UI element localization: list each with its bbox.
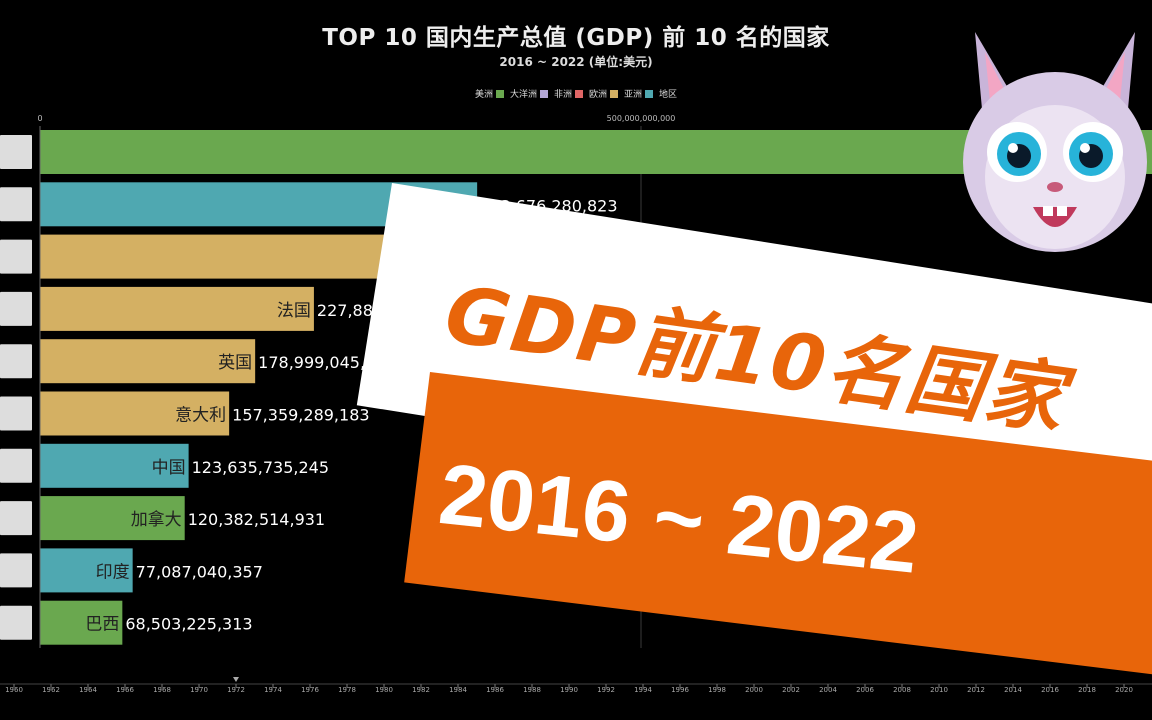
timeline-year-label: 1994 — [634, 686, 652, 694]
timeline-year-label: 1986 — [486, 686, 504, 694]
bar — [40, 496, 185, 541]
usa-flag-icon — [0, 135, 32, 169]
timeline-year-label: 1966 — [116, 686, 134, 694]
legend-swatch — [495, 89, 504, 98]
timeline-year-label: 2008 — [893, 686, 911, 694]
bar-category-label: 中国 — [152, 458, 186, 478]
bar-category-label: 意大利 — [175, 406, 226, 426]
timeline-year-label: 1976 — [301, 686, 319, 694]
bar-value-label: 178,999,045,208 — [258, 353, 395, 372]
timeline-year-label: 1978 — [338, 686, 356, 694]
x-tick-label: 500,000,000,000 — [607, 114, 676, 123]
legend-swatch — [539, 89, 548, 98]
bar — [40, 600, 123, 645]
legend-swatch — [610, 89, 619, 98]
bar-value-label: 157,359,289,183 — [232, 406, 369, 425]
timeline-year-label: 2000 — [745, 686, 763, 694]
bar — [40, 443, 189, 488]
timeline-year-label: 2018 — [1078, 686, 1096, 694]
timeline-year-label: 2012 — [967, 686, 985, 694]
italy-flag-icon — [0, 396, 32, 431]
timeline-year-label: 1992 — [597, 686, 615, 694]
timeline-year-label: 2020 — [1115, 686, 1133, 694]
legend-item[interactable]: 大洋洲 — [510, 87, 548, 100]
legend-label: 美洲 — [474, 90, 493, 100]
legend-label: 亚洲 — [624, 90, 643, 100]
legend-item[interactable]: 地区 — [659, 87, 677, 100]
legend-swatch — [645, 89, 654, 98]
timeline-year-label: 2002 — [782, 686, 800, 694]
timeline-year-label: 1990 — [560, 686, 578, 694]
legend-label: 大洋洲 — [509, 90, 537, 100]
bar-category-label: 巴西 — [85, 615, 119, 635]
legend-item[interactable]: 美洲 — [475, 87, 504, 100]
timeline-year-label: 1982 — [412, 686, 430, 694]
france-flag-icon — [0, 291, 32, 326]
legend-label: 非洲 — [553, 90, 572, 100]
timeline-year-label: 1962 — [42, 686, 60, 694]
timeline-year-label: 2016 — [1041, 686, 1059, 694]
page-subtitle: 2016 ~ 2022 (单位:美元) — [499, 55, 653, 69]
bar-value-label: 123,635,735,245 — [192, 458, 329, 477]
brazil-flag-icon — [0, 605, 32, 640]
timeline-year-label: 1960 — [5, 686, 23, 694]
uk-flag-icon — [0, 344, 32, 379]
legend-label: 欧洲 — [589, 90, 608, 100]
bar-value-label: 77,087,040,357 — [136, 562, 263, 581]
timeline-year-label: 1974 — [264, 686, 282, 694]
china-flag-icon — [0, 448, 32, 483]
india-flag-icon — [0, 553, 32, 588]
timeline-year-label: 1998 — [708, 686, 726, 694]
bar-value-label: 120,382,514,931 — [188, 510, 325, 529]
bar-category-label: 加拿大 — [131, 509, 182, 530]
timeline-year-label: 2006 — [856, 686, 874, 694]
timeline-year-label: 1972 — [227, 686, 245, 694]
bar — [40, 339, 256, 384]
timeline-axis[interactable]: 1960 1962 1964 1966 1968 1970 1972 1974 1976 1978… — [0, 664, 1152, 720]
timeline-year-label: 1964 — [79, 686, 97, 694]
canada-flag-icon — [0, 501, 32, 536]
timeline-year-label: 1970 — [190, 686, 208, 694]
timeline-year-label: 1996 — [671, 686, 689, 694]
bar — [40, 391, 230, 436]
timeline-year-label: 2010 — [930, 686, 948, 694]
japan-flag-icon — [0, 187, 32, 222]
timeline-year-label: 1968 — [153, 686, 171, 694]
timeline-current-marker[interactable] — [233, 677, 239, 682]
bar-value-label: 68,503,225,313 — [125, 615, 252, 634]
bar-category-label: 法国 — [277, 301, 311, 321]
page-title: TOP 10 国内生产总值 (GDP) 前 10 名的国家 — [322, 25, 830, 51]
legend-item[interactable]: 非洲 — [554, 87, 583, 100]
bar — [40, 286, 314, 331]
bar-category-label: 英国 — [218, 353, 252, 373]
legend-label: 地区 — [659, 90, 678, 100]
cat-mascot-icon — [963, 32, 1147, 252]
legend: 美洲 大洋洲 非洲 欧洲 亚洲 地区 — [0, 87, 1152, 100]
legend-item[interactable]: 亚洲 — [624, 87, 654, 100]
x-tick-label: 0 — [37, 114, 42, 123]
timeline-year-label: 1988 — [523, 686, 541, 694]
germany-flag-icon — [0, 239, 32, 274]
bar-category-label: 印度 — [96, 562, 130, 582]
bar — [40, 548, 133, 593]
legend-swatch — [575, 89, 583, 98]
timeline-year-label: 1984 — [449, 686, 467, 694]
timeline-year-label: 2004 — [819, 686, 837, 694]
timeline-year-label: 1980 — [375, 686, 393, 694]
legend-item[interactable]: 欧洲 — [589, 87, 619, 100]
timeline-year-label: 2014 — [1004, 686, 1022, 694]
